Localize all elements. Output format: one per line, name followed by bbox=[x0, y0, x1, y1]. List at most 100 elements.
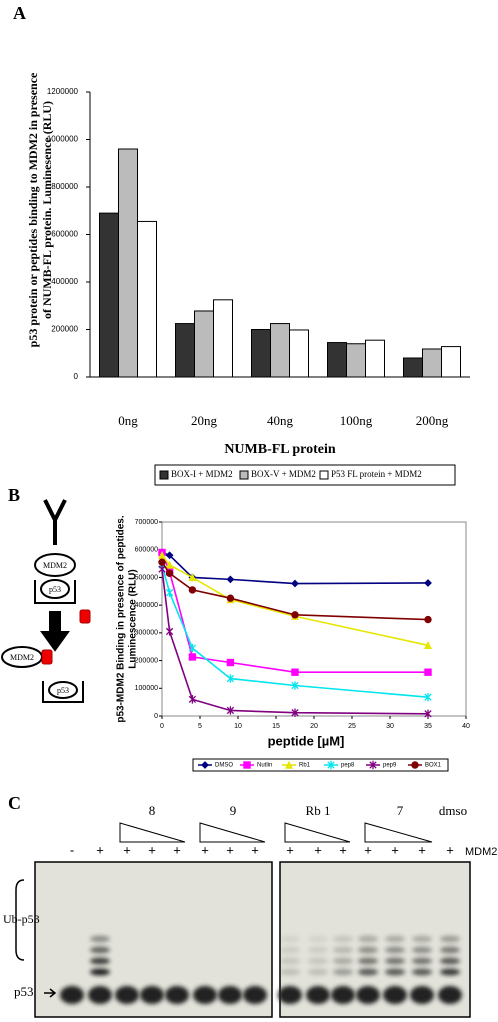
gel-band bbox=[383, 986, 407, 1004]
lane-sign: + bbox=[446, 842, 454, 857]
gel-band bbox=[280, 968, 300, 976]
gel-band bbox=[308, 946, 328, 954]
group-label: 8 bbox=[149, 803, 156, 818]
gel-band bbox=[308, 968, 328, 976]
gel-band bbox=[140, 986, 164, 1004]
marker bbox=[243, 761, 251, 769]
x-tick-label: 20ng bbox=[191, 413, 218, 428]
y-tick-label: 200000 bbox=[51, 325, 78, 334]
lane-sign: + bbox=[226, 842, 234, 857]
y-tick-label: 500000 bbox=[135, 574, 158, 581]
gel-band bbox=[90, 968, 110, 976]
bar bbox=[403, 357, 423, 378]
gel-band bbox=[280, 935, 300, 943]
gel-band bbox=[308, 957, 328, 965]
series-line bbox=[161, 569, 429, 715]
gradient-triangle bbox=[119, 822, 186, 843]
gel-band bbox=[356, 986, 380, 1004]
legend-swatch bbox=[159, 470, 169, 480]
x-tick-label: 30 bbox=[386, 723, 394, 730]
x-tick-label: 5 bbox=[198, 723, 202, 730]
gel-band bbox=[412, 935, 432, 943]
gel-label: Ub-p53 bbox=[3, 912, 40, 926]
y-tick-label: 200000 bbox=[135, 657, 158, 664]
gel-band bbox=[280, 946, 300, 954]
gel-band bbox=[412, 957, 432, 965]
panel-label: C bbox=[8, 793, 21, 813]
gel-band bbox=[440, 935, 460, 943]
gel-band bbox=[333, 957, 353, 965]
series-line bbox=[161, 564, 429, 698]
x-tick-label: 15 bbox=[272, 723, 280, 730]
marker bbox=[165, 560, 174, 569]
bar bbox=[251, 329, 271, 378]
gel-label: p53 bbox=[14, 984, 34, 999]
gel-band bbox=[385, 957, 405, 965]
marker bbox=[165, 588, 174, 597]
gel-band bbox=[90, 935, 110, 943]
lane-sign: + bbox=[96, 842, 104, 857]
bar bbox=[194, 310, 214, 378]
y-axis-label: Luminescence (RLU) bbox=[128, 569, 139, 668]
legend-label: Nutlin bbox=[257, 763, 272, 769]
marker bbox=[424, 692, 432, 702]
y-tick-label: 0 bbox=[74, 372, 79, 381]
schematic-label: p53 bbox=[49, 585, 61, 594]
lane-sign: + bbox=[123, 842, 131, 857]
bar bbox=[118, 148, 138, 378]
x-axis-label: NUMB-FL protein bbox=[224, 442, 336, 457]
marker bbox=[369, 760, 377, 770]
bar bbox=[346, 343, 366, 378]
gel-band bbox=[385, 946, 405, 954]
gel-band bbox=[165, 986, 189, 1004]
bar bbox=[422, 348, 442, 378]
gel-band bbox=[60, 986, 84, 1004]
lane-marker: MDM2 bbox=[465, 846, 497, 858]
y-tick-label: 700000 bbox=[135, 519, 158, 526]
gel-band bbox=[358, 968, 378, 976]
gel-band bbox=[218, 986, 242, 1004]
bar bbox=[270, 323, 290, 378]
lane-sign: - bbox=[70, 842, 74, 857]
x-tick-label: 40ng bbox=[267, 413, 294, 428]
marker bbox=[226, 594, 235, 602]
x-tick-label: 10 bbox=[234, 723, 242, 730]
arrow bbox=[44, 988, 57, 998]
marker bbox=[226, 674, 235, 683]
bar bbox=[327, 342, 347, 378]
y-tick-label: 600000 bbox=[135, 547, 158, 554]
gel-band bbox=[90, 957, 110, 965]
x-axis-label: peptide [µM] bbox=[268, 733, 345, 748]
marker bbox=[165, 569, 174, 577]
y-axis-label: p53-MDM2 Binding in presence of peptides… bbox=[116, 515, 127, 722]
gel-band bbox=[90, 946, 110, 954]
group-label: Rb 1 bbox=[306, 803, 331, 818]
lane-sign: + bbox=[201, 842, 209, 857]
gel-band bbox=[193, 986, 217, 1004]
y-tick-label: 600000 bbox=[51, 230, 78, 239]
marker bbox=[157, 550, 167, 559]
gel-band bbox=[333, 968, 353, 976]
legend-label: pep8 bbox=[341, 763, 355, 769]
marker bbox=[226, 706, 235, 715]
marker bbox=[226, 658, 235, 667]
gel-band bbox=[412, 968, 432, 976]
y-tick-label: 400000 bbox=[135, 602, 158, 609]
gel-band bbox=[88, 986, 112, 1004]
y-tick-label: 400000 bbox=[51, 277, 78, 286]
gel-band bbox=[306, 986, 330, 1004]
x-tick-label: 0 bbox=[160, 723, 164, 730]
marker bbox=[291, 681, 299, 690]
y-tick-label: 300000 bbox=[135, 630, 158, 637]
marker bbox=[188, 695, 197, 704]
lane-sign: + bbox=[251, 842, 259, 857]
bracket bbox=[15, 879, 25, 961]
marker bbox=[284, 760, 294, 769]
bar bbox=[99, 212, 119, 378]
y-tick-label: 0 bbox=[154, 713, 158, 720]
marker bbox=[411, 761, 419, 769]
gel-band bbox=[358, 946, 378, 954]
gel-band bbox=[333, 935, 353, 943]
panel-label: B bbox=[8, 485, 20, 505]
